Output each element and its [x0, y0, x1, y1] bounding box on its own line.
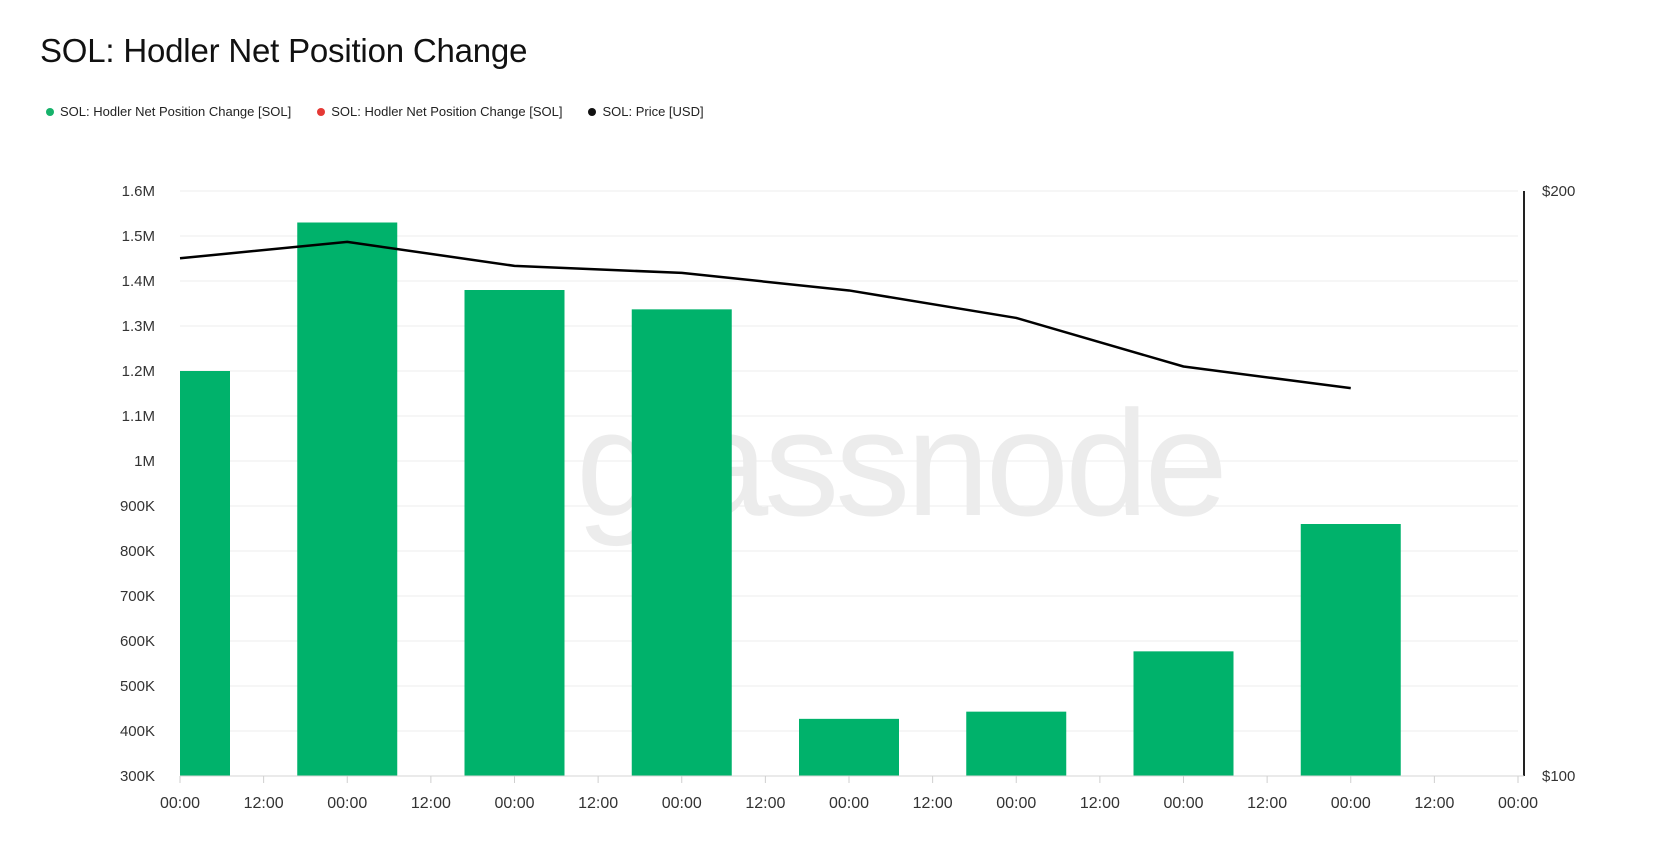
bar — [1133, 651, 1234, 776]
axes: 300K 400K 500K 600K 700K 800K 900K 1M 1.1M 1.2M 1.… — [120, 183, 1575, 812]
y-tick-label: 1.5M — [122, 228, 155, 245]
x-tick-label: 12:00 — [745, 795, 785, 812]
legend-dot-black — [588, 107, 597, 116]
price-line — [179, 240, 1351, 390]
legend-item-hodler-red[interactable]: SOL: Hodler Net Position Change [SOL] — [317, 104, 562, 119]
bar — [464, 290, 565, 776]
y-tick-label: 1.3M — [122, 318, 155, 335]
y-tick-label: 900K — [120, 498, 155, 515]
x-tick-label: 00:00 — [996, 795, 1036, 812]
x-tick-label: 12:00 — [578, 795, 618, 812]
y-tick-label: 1.6M — [122, 183, 155, 200]
x-tick-label: 00:00 — [1331, 795, 1371, 812]
legend-label: SOL: Price [USD] — [602, 104, 704, 119]
chart-legend: SOL: Hodler Net Position Change [SOL] SO… — [46, 104, 704, 119]
bar — [180, 371, 230, 776]
y-tick-label: 1.2M — [122, 363, 155, 380]
legend-label: SOL: Hodler Net Position Change [SOL] — [331, 104, 563, 119]
y-tick-label: 1M — [134, 453, 155, 470]
grid-lines — [180, 190, 1518, 777]
bar — [297, 222, 398, 776]
chart-title: SOL: Hodler Net Position Change — [40, 32, 528, 69]
y-tick-label: 1.1M — [122, 408, 155, 425]
x-tick-label: 00:00 — [662, 795, 702, 812]
y-right-tick-label: $200 — [1542, 183, 1575, 200]
bar-series — [180, 222, 1401, 776]
x-tick-label: 12:00 — [411, 795, 451, 812]
x-tick-label: 00:00 — [1163, 795, 1203, 812]
bar — [1300, 524, 1401, 776]
x-tick-label: 00:00 — [160, 795, 200, 812]
legend-label: SOL: Hodler Net Position Change [SOL] — [60, 104, 292, 119]
y-tick-label: 700K — [120, 588, 155, 605]
x-tick-label: 00:00 — [494, 795, 534, 812]
x-tick-label: 00:00 — [829, 795, 869, 812]
x-tick-label: 00:00 — [1498, 795, 1538, 812]
x-tick-label: 00:00 — [327, 795, 367, 812]
y-tick-label: 600K — [120, 633, 155, 650]
x-tick-label: 12:00 — [1414, 795, 1454, 812]
x-tick-label: 12:00 — [244, 795, 284, 812]
y-tick-label: 1.4M — [122, 273, 155, 290]
bar — [966, 711, 1067, 776]
x-tick-label: 12:00 — [1080, 795, 1120, 812]
price-line-series — [179, 240, 1351, 390]
y-tick-label: 400K — [120, 723, 155, 740]
bar — [799, 718, 899, 776]
legend-item-hodler-green[interactable]: SOL: Hodler Net Position Change [SOL] — [46, 104, 291, 119]
y-tick-label: 500K — [120, 678, 155, 695]
y-tick-label: 300K — [120, 768, 155, 785]
x-tick-label: 12:00 — [1247, 795, 1287, 812]
x-tick-label: 12:00 — [913, 795, 953, 812]
legend-dot-red — [317, 107, 326, 116]
y-tick-label: 800K — [120, 543, 155, 560]
legend-dot-green — [46, 107, 54, 116]
y-right-tick-label: $100 — [1542, 768, 1575, 785]
legend-item-price[interactable]: SOL: Price [USD] — [588, 104, 704, 119]
bar — [631, 309, 732, 776]
